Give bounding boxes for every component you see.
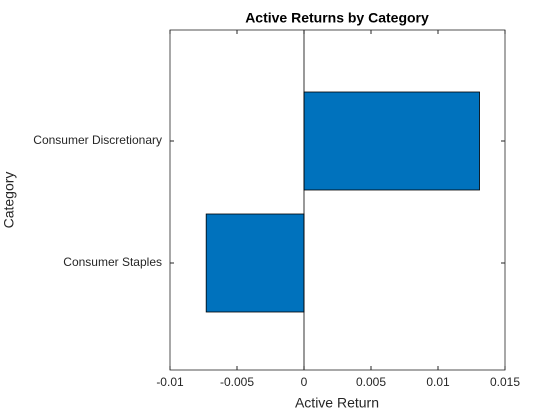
plot-frame bbox=[169, 29, 506, 371]
y-tick-label: Consumer Staples bbox=[63, 255, 162, 269]
y-axis-label: Category bbox=[1, 172, 17, 229]
bar bbox=[205, 213, 305, 313]
x-tick-label: -0.01 bbox=[156, 375, 184, 389]
x-tick-label: 0.015 bbox=[490, 375, 520, 389]
y-tick-label: Consumer Discretionary bbox=[33, 133, 162, 147]
x-tick-label: 0.01 bbox=[426, 375, 450, 389]
x-tick-label: 0.005 bbox=[356, 375, 386, 389]
x-tick-label: -0.005 bbox=[220, 375, 254, 389]
x-axis-label: Active Return bbox=[295, 395, 379, 411]
bar bbox=[303, 91, 480, 191]
chart-title: Active Returns by Category bbox=[245, 10, 429, 26]
x-tick-label: 0 bbox=[301, 375, 308, 389]
